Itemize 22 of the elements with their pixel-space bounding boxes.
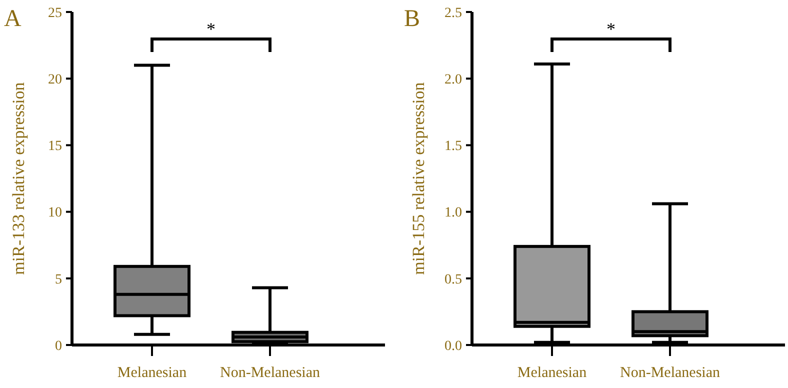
y-tick-label: 2.0 (444, 72, 462, 88)
y-tick-label: 2.5 (444, 6, 462, 21)
annotation: * (606, 19, 616, 39)
y-tick-label: 0.5 (444, 272, 462, 288)
y-tick-label: 20 (48, 72, 62, 88)
x-tick-label: Melanesian (517, 365, 588, 381)
y-tick-label: 25 (48, 6, 62, 21)
y-axis-title: miR-155 relative expression (409, 82, 428, 275)
x-tick-label: Melanesian (117, 365, 188, 381)
y-tick-label: 1.0 (444, 206, 462, 221)
y-tick-label: 0.0 (444, 338, 462, 354)
chart-title: B (404, 6, 420, 32)
y-tick-label: 10 (48, 206, 62, 221)
y-tick-label: 1.5 (444, 139, 462, 154)
x-tick-label: Non-Melanesian (620, 365, 720, 381)
y-tick-label: 15 (48, 139, 62, 154)
chart-title: A (4, 6, 22, 32)
y-axis-title: miR-133 relative expression (9, 82, 28, 275)
y-tick-label: 0 (55, 338, 62, 354)
y-tick-label: 5 (55, 272, 62, 288)
annotation: * (206, 19, 216, 39)
x-tick-label: Non-Melanesian (220, 365, 320, 381)
